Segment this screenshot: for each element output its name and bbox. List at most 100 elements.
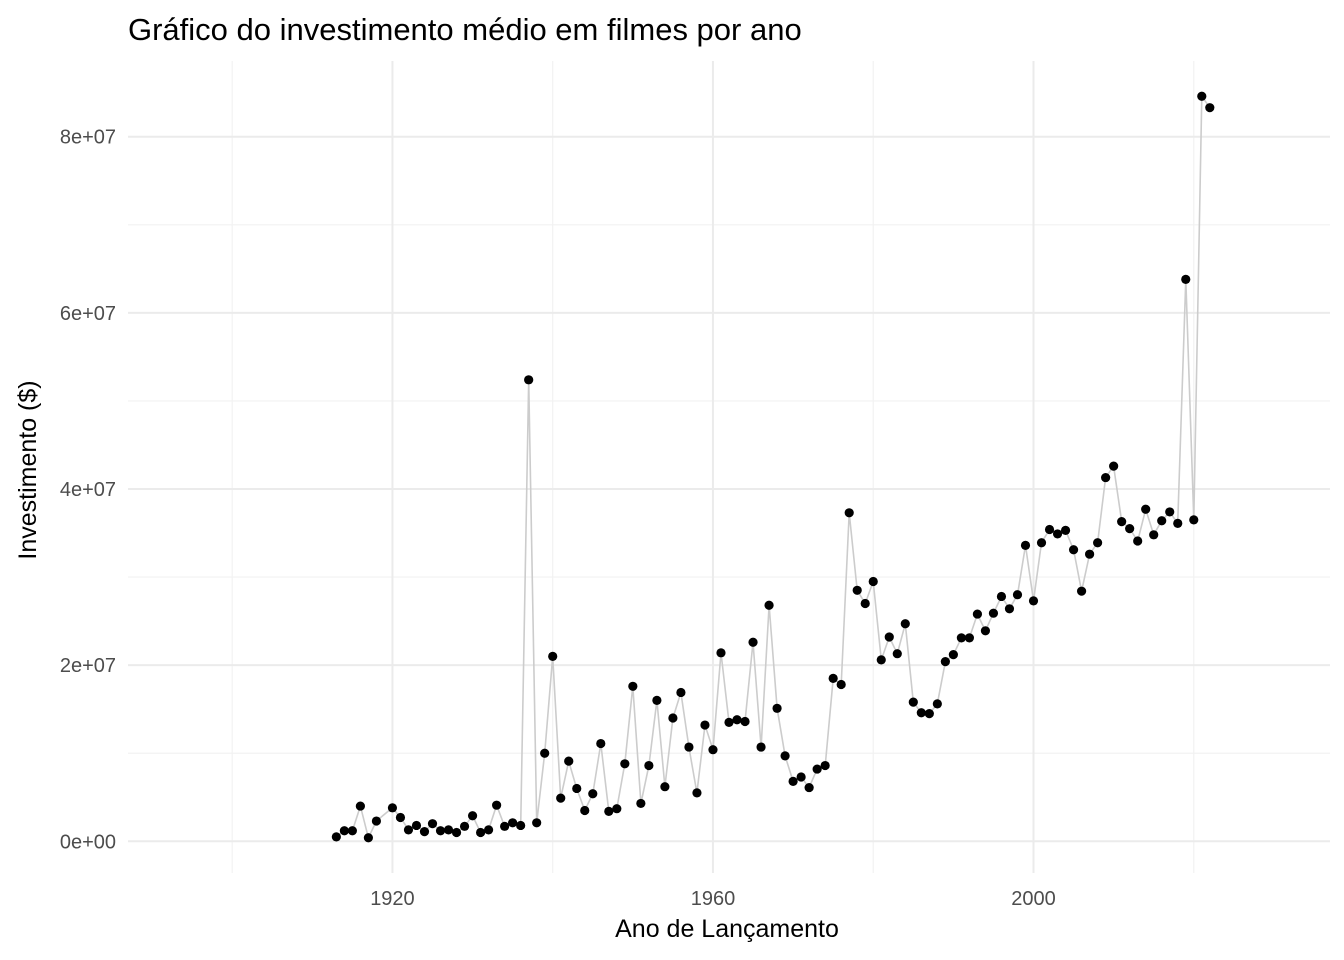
- data-point: [1157, 516, 1167, 526]
- data-point: [403, 825, 414, 835]
- data-point: [516, 820, 526, 831]
- data-point: [780, 751, 790, 761]
- data-point: [339, 826, 349, 836]
- data-point: [427, 819, 438, 829]
- x-tick-label: 2000: [1011, 888, 1056, 910]
- data-point: [1101, 472, 1111, 483]
- y-tick-labels: 0e+00 2e+07 4e+07 6e+07 8e+07: [60, 127, 116, 854]
- data-point: [916, 708, 926, 718]
- data-point: [868, 576, 878, 587]
- data-point: [580, 805, 590, 816]
- data-point: [347, 826, 357, 836]
- minor-gridlines: [128, 61, 1330, 873]
- data-point: [524, 375, 534, 385]
- data-point: [556, 793, 566, 803]
- data-point: [1149, 530, 1159, 540]
- major-gridlines: [128, 61, 1330, 873]
- data-point: [924, 708, 934, 719]
- data-point: [732, 715, 742, 725]
- data-point: [700, 720, 710, 730]
- data-point: [596, 738, 606, 749]
- data-point: [948, 649, 958, 660]
- data-point: [435, 826, 446, 836]
- data-point: [484, 825, 494, 835]
- data-point: [355, 801, 365, 811]
- data-point: [660, 782, 670, 792]
- data-point: [419, 827, 430, 837]
- data-point: [548, 651, 558, 661]
- data-point: [1012, 590, 1023, 600]
- data-point: [900, 619, 910, 629]
- series-line: [335, 93, 1211, 841]
- data-point: [988, 608, 999, 618]
- data-point: [724, 717, 734, 728]
- data-point: [644, 760, 654, 771]
- data-point: [756, 742, 766, 752]
- data-point: [956, 633, 966, 643]
- data-point: [387, 803, 398, 813]
- data-point: [652, 695, 662, 705]
- data-point: [1189, 515, 1199, 525]
- data-point: [492, 800, 502, 810]
- data-point: [772, 703, 782, 713]
- data-point: [1052, 529, 1063, 539]
- data-point: [1173, 518, 1183, 528]
- chart-title: Gráfico do investimento médio em filmes …: [128, 12, 802, 47]
- data-point: [996, 591, 1007, 602]
- data-point: [676, 687, 686, 698]
- data-point: [964, 633, 975, 643]
- x-tick-label: 1920: [370, 888, 415, 910]
- data-point: [804, 782, 814, 793]
- data-point: [668, 713, 678, 723]
- data-point: [451, 827, 462, 838]
- data-point: [395, 812, 406, 823]
- data-point: [748, 637, 758, 647]
- data-point: [828, 673, 838, 683]
- data-point: [860, 598, 870, 609]
- data-point: [363, 833, 373, 843]
- data-point: [788, 776, 798, 787]
- data-point: [1028, 596, 1039, 606]
- data-point: [588, 789, 598, 799]
- data-point: [932, 699, 942, 709]
- data-point: [796, 772, 806, 782]
- data-point: [371, 816, 382, 826]
- data-point: [1205, 103, 1215, 113]
- data-point: [972, 609, 983, 619]
- data-point: [764, 600, 774, 610]
- data-point: [876, 655, 886, 665]
- data-point: [716, 648, 726, 658]
- y-tick-label: 4e+07: [60, 479, 116, 501]
- y-tick-label: 0e+00: [60, 831, 116, 853]
- data-point: [1076, 586, 1087, 596]
- data-point: [1093, 538, 1103, 548]
- data-point: [508, 818, 518, 828]
- data-point: [331, 832, 341, 842]
- data-point: [459, 821, 470, 831]
- y-tick-label: 6e+07: [60, 303, 116, 325]
- data-point: [908, 697, 918, 707]
- data-point: [684, 742, 694, 752]
- data-point: [612, 804, 622, 814]
- data-point: [532, 818, 542, 828]
- y-tick-label: 2e+07: [60, 655, 116, 677]
- data-point: [500, 821, 510, 831]
- data-point: [1020, 540, 1031, 550]
- x-tick-label: 1960: [691, 888, 736, 910]
- data-point: [1004, 604, 1015, 614]
- data-point: [636, 798, 646, 809]
- data-point: [1141, 504, 1151, 514]
- data-point: [1060, 525, 1071, 536]
- data-point: [892, 649, 902, 659]
- data-point: [940, 657, 950, 667]
- data-point: [884, 632, 894, 642]
- data-point: [604, 806, 614, 816]
- data-point: [467, 811, 478, 821]
- data-point: [443, 825, 454, 835]
- data-point: [411, 820, 422, 831]
- data-point: [1197, 91, 1207, 101]
- y-tick-label: 8e+07: [60, 127, 116, 149]
- data-point: [572, 783, 582, 794]
- data-point: [475, 827, 486, 838]
